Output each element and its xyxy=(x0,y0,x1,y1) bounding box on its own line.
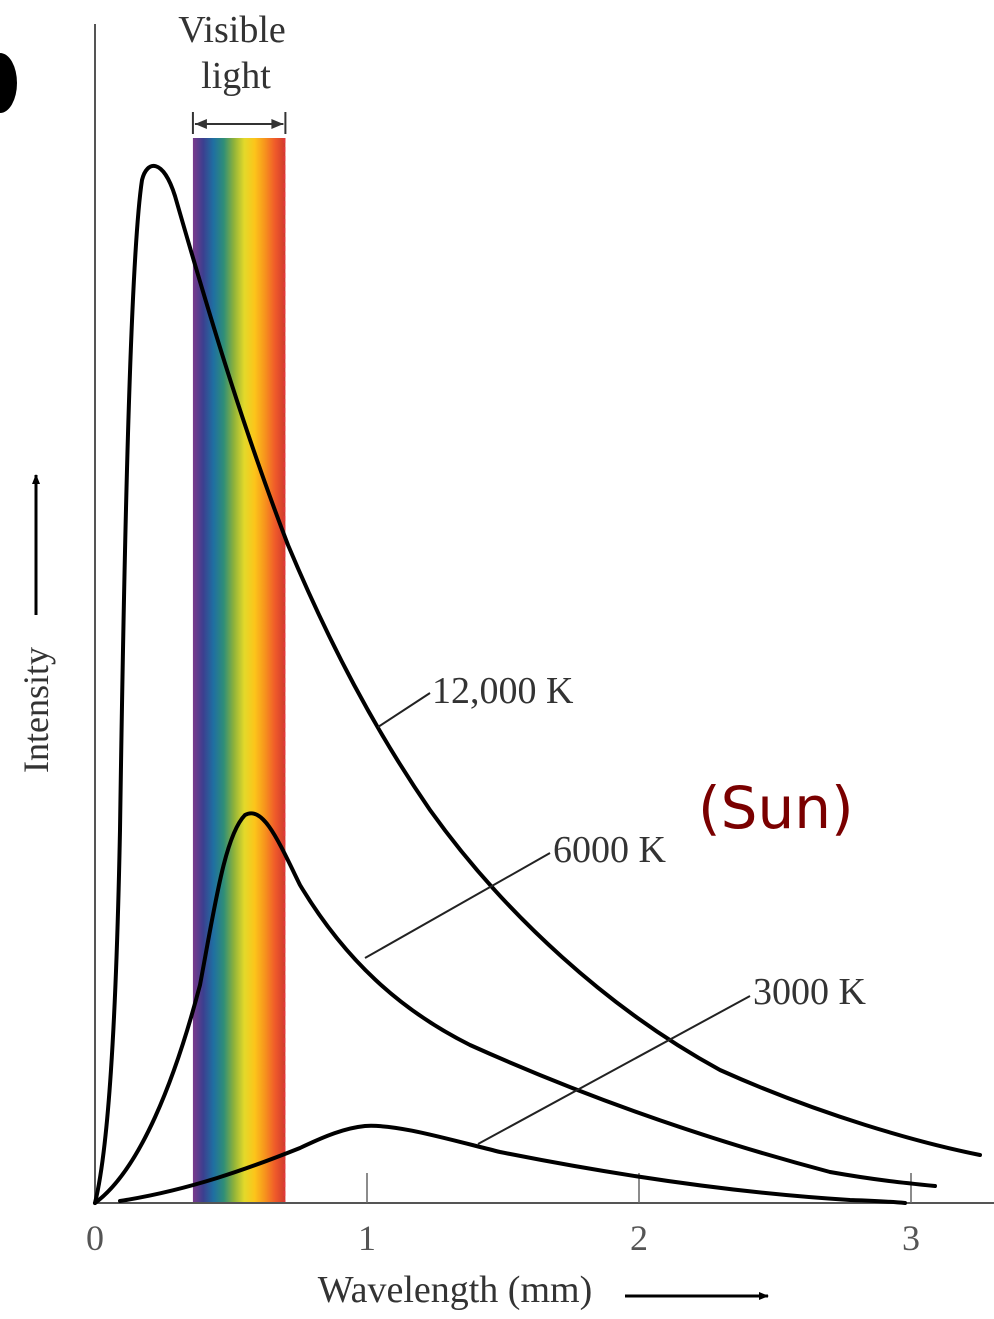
curve-12000 xyxy=(93,163,982,1205)
series-label: 12,000 K xyxy=(432,670,574,712)
x-tick-label: 1 xyxy=(358,1218,376,1258)
sun-annotation: (Sun) xyxy=(698,774,854,842)
cropped-blob xyxy=(0,53,17,113)
series-label: 6000 K xyxy=(553,829,667,871)
x-tick-label: 3 xyxy=(902,1218,920,1258)
bracket-arrowhead xyxy=(271,119,284,129)
bracket-arrowhead xyxy=(194,119,207,129)
x-tick-label: 2 xyxy=(630,1218,648,1258)
visible-light-bracket xyxy=(191,112,287,134)
leader-line xyxy=(364,852,551,959)
leader-line xyxy=(377,692,431,728)
series-labels: 12,000 K 6000 K 3000 K xyxy=(364,670,867,1145)
x-axis-label: Wavelength (mm) xyxy=(318,1269,592,1311)
visible-light-label-line1: Visible xyxy=(178,9,286,51)
y-axis-label: Intensity xyxy=(16,647,56,773)
x-tick-label: 0 xyxy=(86,1218,104,1258)
curve-6000 xyxy=(93,811,937,1205)
visible-light-label-line2: light xyxy=(201,55,271,97)
curves xyxy=(93,163,982,1205)
curve-3000 xyxy=(118,1123,907,1205)
leader-line xyxy=(477,995,751,1145)
series-label: 3000 K xyxy=(753,971,867,1013)
x-axis-ticks: 0 1 2 3 xyxy=(86,1173,920,1258)
